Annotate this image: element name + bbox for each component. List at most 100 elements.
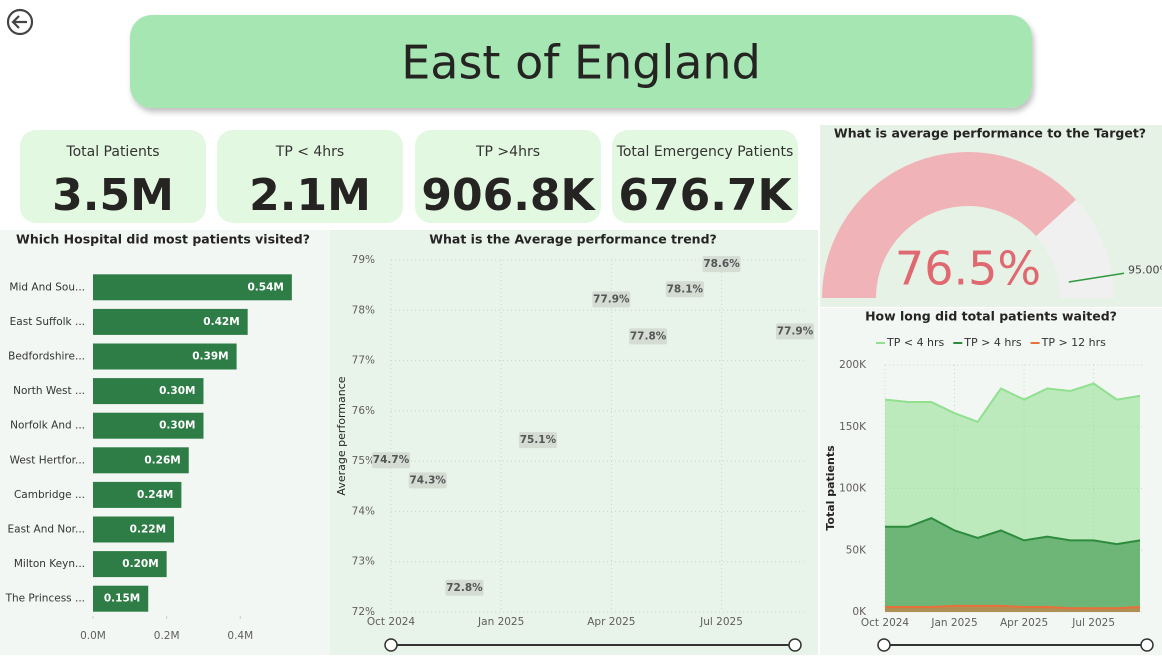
bar-panel	[0, 230, 330, 655]
kpi-value: 676.7K	[618, 170, 793, 221]
value-label: 74.7%	[373, 454, 410, 466]
bar	[93, 447, 189, 474]
value-label: 78.6%	[703, 258, 740, 270]
line-panel	[330, 230, 818, 655]
chart-title: What is the Average performance trend?	[429, 232, 717, 247]
x-tick-label: Apr 2025	[1000, 617, 1048, 629]
value-label: 78.1%	[667, 283, 704, 295]
area-line	[884, 382, 1141, 424]
x-tick-label: 0.4M	[227, 630, 253, 642]
area	[885, 518, 1140, 612]
back-button[interactable]	[6, 8, 34, 36]
y-tick-label: North West ...	[13, 385, 85, 397]
value-label: 0.15M	[104, 593, 140, 605]
kpi-label: Total Emergency Patients	[616, 144, 794, 160]
kpi-label: Total Patients	[65, 144, 159, 160]
x-tick-label: Oct 2024	[861, 617, 910, 629]
x-tick-label: Jan 2025	[477, 616, 524, 628]
value-label: 75.1%	[520, 434, 557, 446]
value-label: 77.8%	[630, 330, 667, 342]
y-tick-label: East And Nor...	[8, 524, 85, 536]
chart-title: How long did total patients waited?	[865, 309, 1117, 324]
y-tick-label: 76%	[352, 405, 375, 417]
x-tick-label: Jul 2025	[699, 616, 743, 628]
value-label-box	[629, 328, 668, 345]
y-tick-label: 73%	[352, 556, 375, 568]
value-label: 0.54M	[247, 281, 283, 293]
value-label: 0.22M	[130, 524, 166, 536]
kpi-label: TP >4hrs	[475, 144, 540, 160]
value-label: 0.20M	[122, 558, 158, 570]
y-tick-label: The Princess ...	[5, 593, 85, 605]
bar	[93, 551, 167, 578]
legend-label: TP < 4 hrs	[886, 336, 945, 349]
value-label: 0.30M	[159, 385, 195, 397]
value-label-box	[408, 472, 447, 489]
y-tick-label: 100K	[839, 483, 867, 495]
bar	[93, 308, 248, 335]
value-label: 0.39M	[192, 351, 228, 363]
title-banner	[130, 15, 1032, 108]
value-label: 74.3%	[410, 474, 447, 486]
value-label: 0.26M	[144, 454, 180, 466]
bar	[93, 481, 182, 508]
y-tick-label: Cambridge ...	[14, 489, 85, 501]
y-tick-label: 72%	[352, 606, 375, 618]
value-label: 0.24M	[137, 489, 173, 501]
x-tick-label: Oct 2024	[367, 616, 416, 628]
chart-title: What is average performance to the Targe…	[834, 126, 1146, 141]
bar	[93, 274, 292, 301]
y-tick-label: 150K	[839, 421, 867, 433]
gauge-value: 76.5%	[895, 242, 1041, 296]
area-line	[885, 517, 1141, 546]
y-axis-label: Average performance	[335, 376, 348, 495]
date-slider[interactable]	[877, 638, 1154, 652]
page-title: East of England	[401, 36, 761, 90]
kpi-card	[217, 130, 403, 223]
value-label-box	[592, 291, 631, 308]
y-tick-label: 74%	[352, 505, 375, 517]
x-tick-label: 0.0M	[80, 630, 106, 642]
legend-label: TP > 12 hrs	[1041, 336, 1107, 349]
kpi-label: TP < 4hrs	[275, 144, 344, 160]
x-tick-label: Jan 2025	[930, 617, 977, 629]
kpi-row: Total Patients 3.5M TP < 4hrs 2.1M TP >4hrs 9…	[20, 130, 798, 223]
y-tick-label: Mid And Sou...	[9, 281, 85, 293]
x-tick-label: Apr 2025	[587, 616, 635, 628]
value-label-box	[776, 323, 814, 340]
gauge-target-label: 95.00%	[1128, 263, 1162, 276]
y-tick-label: Milton Keyn...	[14, 558, 85, 570]
gauge-value-arc	[822, 152, 1076, 298]
y-axis-label: Total patients	[824, 445, 837, 531]
bar	[93, 412, 204, 439]
y-tick-label: West Hertfor...	[10, 454, 85, 466]
bar	[93, 585, 149, 612]
kpi-card	[612, 130, 798, 223]
area	[885, 605, 1140, 612]
value-label-box	[665, 281, 704, 298]
y-tick-label: 50K	[846, 544, 867, 556]
value-label-box	[702, 256, 741, 273]
y-tick-label: 78%	[352, 304, 375, 316]
kpi-card	[20, 130, 206, 223]
gauge-target	[1068, 272, 1125, 283]
value-label-box	[518, 432, 557, 449]
chart-title: Which Hospital did most patients visited…	[16, 232, 310, 247]
bar	[93, 343, 237, 370]
value-label: 0.30M	[159, 420, 195, 432]
value-label-box	[445, 579, 484, 596]
value-label: 72.8%	[446, 582, 483, 594]
value-label: 77.9%	[593, 293, 630, 305]
x-tick-label: Jul 2025	[1071, 617, 1115, 629]
bar	[93, 516, 175, 543]
y-tick-label: 200K	[839, 359, 867, 371]
date-slider[interactable]	[384, 638, 802, 652]
y-tick-label: Norfolk And ...	[10, 420, 85, 432]
kpi-value: 3.5M	[52, 170, 174, 221]
y-tick-label: 75%	[352, 455, 375, 467]
kpi-card	[415, 130, 601, 223]
y-tick-label: 77%	[352, 355, 375, 367]
x-tick-label: 0.2M	[154, 630, 180, 642]
